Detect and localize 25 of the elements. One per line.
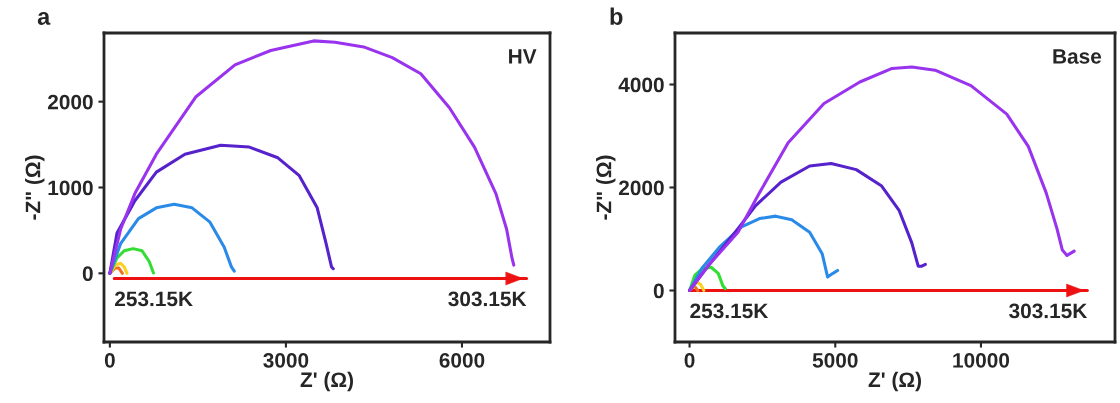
line-series xyxy=(688,65,1076,293)
annotation: 253.15K xyxy=(690,303,769,319)
y-tick-label: 0 xyxy=(653,283,664,299)
x-tick-label: 0 xyxy=(684,352,695,368)
x-tick-label: 6000 xyxy=(439,352,485,368)
y-tick-label: 1000 xyxy=(48,180,93,196)
x-tick-label: 10000 xyxy=(953,352,1010,368)
chart-title: b xyxy=(610,7,623,25)
y-axis-title: -Z" (Ω) xyxy=(25,155,45,220)
y-tick-label: 2000 xyxy=(47,94,93,110)
annotation: HV xyxy=(509,49,537,64)
x-axis-title: Z' (Ω) xyxy=(300,371,353,392)
y-tick-label: 0 xyxy=(82,266,93,282)
y-axis-title: -Z" (Ω) xyxy=(596,155,616,220)
x-axis-title: Z' (Ω) xyxy=(868,371,921,392)
x-tick-label: 5000 xyxy=(812,352,858,368)
annotation: 253.15K xyxy=(114,291,193,307)
annotation: 303.15K xyxy=(448,291,527,307)
x-tick-label: 3000 xyxy=(263,352,309,368)
x-tick-label: 0 xyxy=(104,352,115,368)
annotation: Base xyxy=(1053,49,1102,64)
y-tick-label: 2000 xyxy=(618,180,664,196)
annotation: 303.15K xyxy=(1009,303,1088,319)
chart-title: a xyxy=(37,11,51,25)
y-tick-label: 4000 xyxy=(618,77,664,93)
